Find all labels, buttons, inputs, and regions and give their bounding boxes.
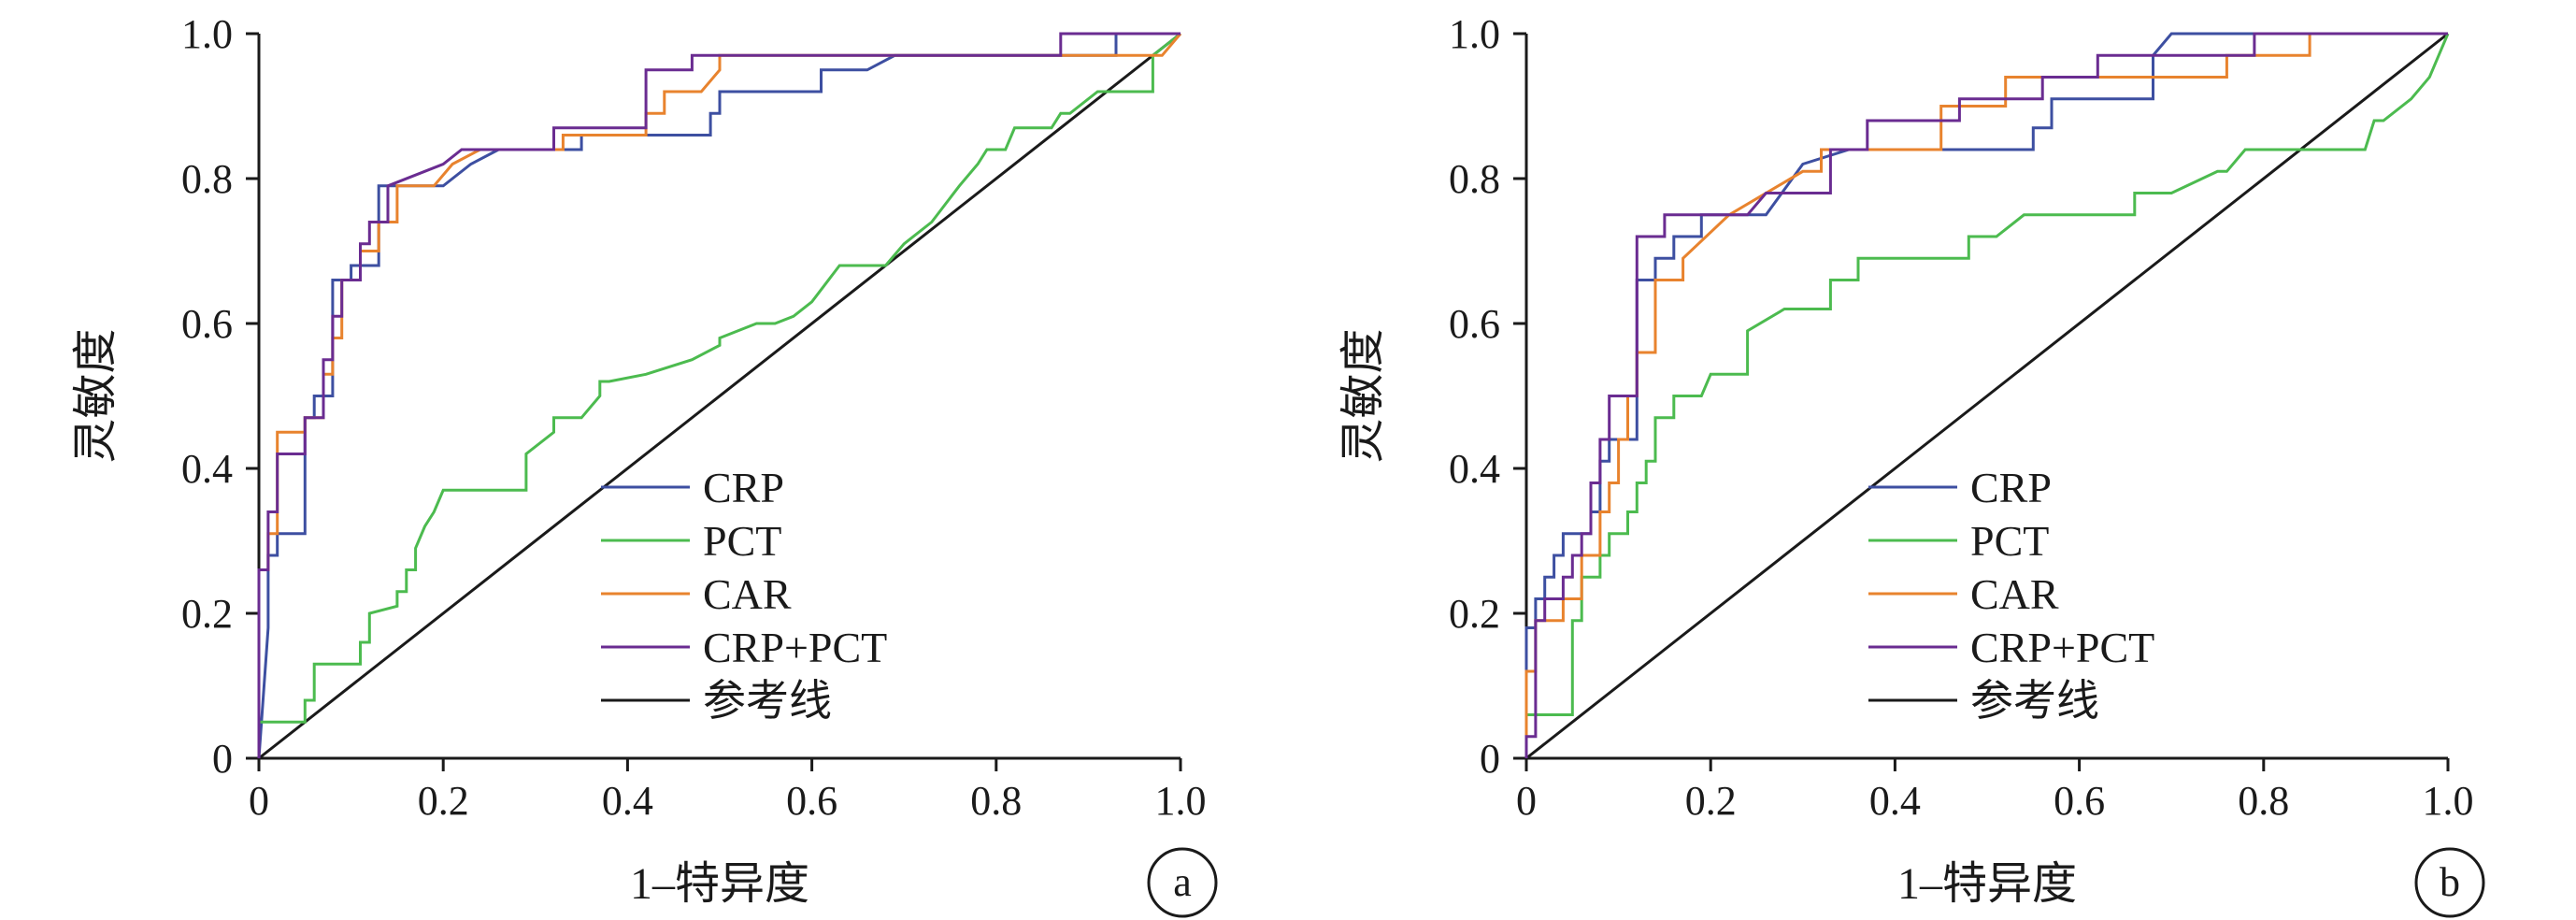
x-tick-label: 0.8 xyxy=(2238,778,2289,824)
y-tick-label: 1.0 xyxy=(181,11,233,57)
x-tick-label: 0.2 xyxy=(418,778,469,824)
series-line-PCT xyxy=(1524,33,2450,758)
series-line-CRP xyxy=(257,32,1181,759)
y-tick-label: 0.2 xyxy=(1449,591,1500,637)
legend-label: 参考线 xyxy=(1970,677,2099,725)
y-tick-label: 0 xyxy=(212,736,233,782)
series-line-CRP+PCT xyxy=(1524,32,2448,758)
x-tick-label: 0 xyxy=(249,778,269,824)
panel-label-circle xyxy=(1147,847,1218,918)
legend-label: PCT xyxy=(703,517,781,565)
x-tick-label: 1.0 xyxy=(2423,778,2474,824)
series-line-参考线 xyxy=(1525,32,2449,760)
x-tick-label: 0 xyxy=(1516,778,1537,824)
y-tick-label: 0 xyxy=(1480,736,1500,782)
x-axis-title: 1–特异度 xyxy=(630,859,809,909)
legend-label: CAR xyxy=(1970,570,2059,618)
legend-label: CRP+PCT xyxy=(1970,624,2154,671)
legend-label: CRP xyxy=(1970,464,2052,511)
panel-label: b xyxy=(2440,859,2460,905)
y-tick-label: 0.6 xyxy=(1449,301,1500,347)
panel-label-circle xyxy=(2414,847,2485,918)
x-tick-label: 1.0 xyxy=(1155,778,1207,824)
roc-panel-b: 0 0.2 0.4 0.6 0.8 1.0 0 0.2 0.4 0.6 0.8 1.0 1–特异度 灵敏度… xyxy=(1338,11,2485,918)
roc-panel-a: 0 0.2 0.4 0.6 0.8 1.0 0 0.2 0.4 0.6 0.8 1.0 1–特异度 灵敏度… xyxy=(71,11,1218,918)
x-tick-label: 0.6 xyxy=(2054,778,2105,824)
x-tick-label: 0.8 xyxy=(970,778,1022,824)
series-line-参考线 xyxy=(258,32,1181,760)
y-axis-title: 灵敏度 xyxy=(1338,328,1388,463)
y-tick-label: 0.8 xyxy=(1449,156,1500,202)
y-tick-label: 0.6 xyxy=(181,301,233,347)
panel-label: a xyxy=(1173,859,1192,905)
x-tick-label: 0.4 xyxy=(602,778,653,824)
series-line-PCT xyxy=(257,32,1181,758)
series-line-CRP+PCT xyxy=(257,32,1181,758)
series-line-CRP xyxy=(1524,32,2448,758)
x-tick-label: 0.4 xyxy=(1869,778,1921,824)
x-tick-label: 0.2 xyxy=(1685,778,1737,824)
legend-label: CRP+PCT xyxy=(703,624,887,671)
x-tick-label: 0.6 xyxy=(786,778,837,824)
legend-label: PCT xyxy=(1970,517,2049,565)
y-tick-label: 1.0 xyxy=(1449,11,1500,57)
y-tick-label: 0.4 xyxy=(1449,446,1500,492)
y-axis-title: 灵敏度 xyxy=(71,328,121,463)
legend-label: CRP xyxy=(703,464,784,511)
legend-label: CAR xyxy=(703,570,792,618)
y-tick-label: 0.8 xyxy=(181,156,233,202)
legend-label: 参考线 xyxy=(703,677,832,725)
y-tick-label: 0.2 xyxy=(181,591,233,637)
y-tick-label: 0.4 xyxy=(181,446,233,492)
x-axis-title: 1–特异度 xyxy=(1897,859,2077,909)
